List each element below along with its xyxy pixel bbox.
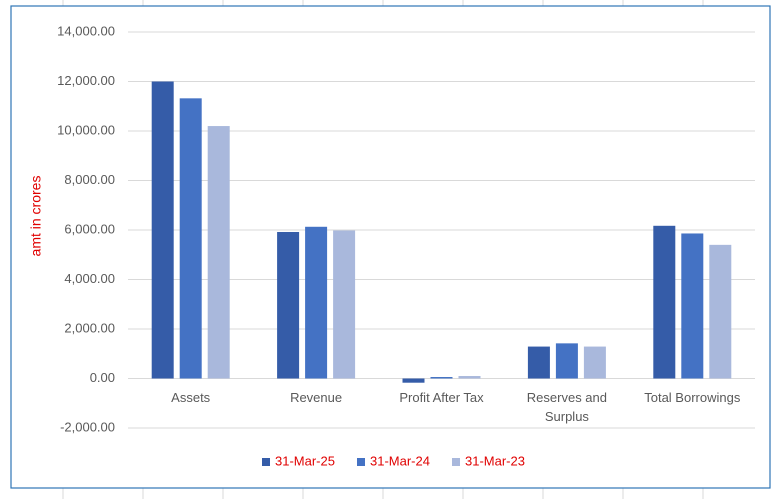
legend-label: 31-Mar-23	[465, 453, 525, 468]
bar	[207, 126, 230, 379]
chart-area	[10, 5, 771, 489]
legend-swatch	[262, 458, 270, 466]
y-tick-label: 10,000.00	[57, 122, 115, 137]
y-tick-label: 4,000.00	[64, 271, 115, 286]
x-tick-label: Total Borrowings	[644, 389, 741, 405]
bar	[458, 376, 481, 379]
bar	[402, 378, 425, 383]
bar	[151, 81, 174, 379]
y-tick-label: 2,000.00	[64, 320, 115, 335]
bar	[681, 233, 704, 379]
legend-swatch	[452, 458, 460, 466]
y-tick-label: 6,000.00	[64, 221, 115, 236]
bar	[709, 244, 732, 379]
legend-label: 31-Mar-25	[275, 453, 335, 468]
bar	[527, 346, 550, 379]
x-tick-label: Reserves and Surplus	[526, 389, 607, 424]
bar	[555, 343, 578, 379]
x-tick-label: Profit After Tax	[399, 389, 484, 405]
legend-swatch	[357, 458, 365, 466]
y-tick-label: 8,000.00	[64, 172, 115, 187]
bar	[333, 230, 356, 379]
bar	[653, 225, 676, 379]
y-tick-label: 12,000.00	[57, 73, 115, 88]
legend-label: 31-Mar-24	[370, 453, 430, 468]
y-axis-label: amt in crores	[28, 176, 44, 257]
bar	[305, 226, 328, 379]
bar	[583, 346, 606, 379]
y-tick-label: -2,000.00	[60, 419, 115, 434]
bar	[430, 377, 453, 379]
bar	[277, 231, 300, 379]
x-tick-label: Assets	[171, 389, 211, 405]
x-tick-label: Revenue	[290, 389, 343, 405]
y-tick-label: 14,000.00	[57, 23, 115, 38]
bar	[179, 98, 202, 379]
y-tick-label: 0.00	[90, 370, 115, 385]
